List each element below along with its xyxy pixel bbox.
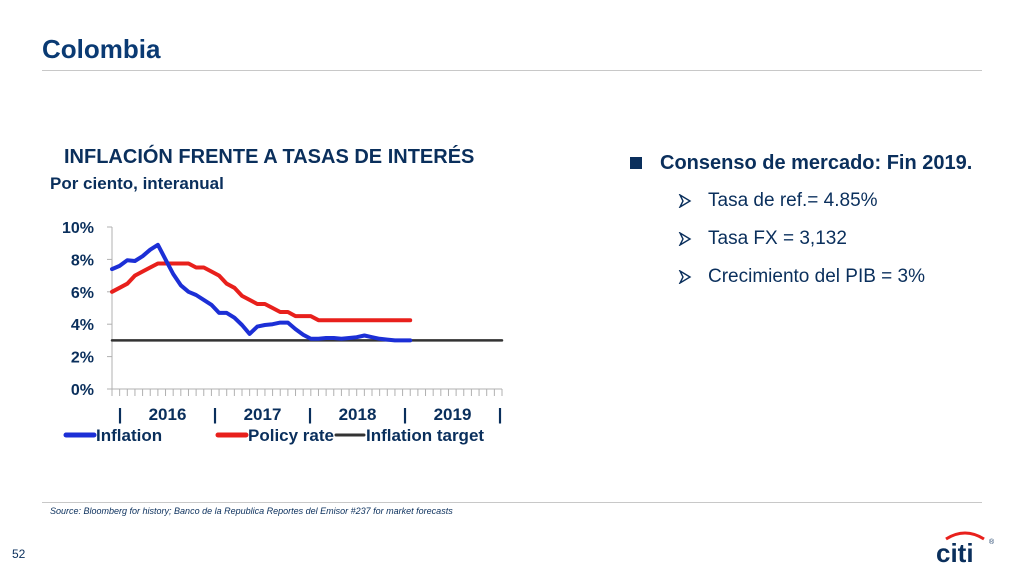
arrow-bullet-icon [678,232,692,246]
y-axis: 0% 2% 4% 6% 8% 10% [62,220,113,399]
bullet-main: Consenso de mercado: Fin 2019. [628,150,988,176]
square-bullet-icon [630,157,642,169]
x-axis: | 2016 | 2017 | 2018 | 2019 | [111,388,503,424]
y-tick-label: 8% [71,252,94,269]
bullet-item: Tasa de ref.= 4.85% [678,188,988,214]
x-axis-separator: | [308,405,313,424]
line-chart: 0% 2% 4% 6% 8% 10% | 2016 | 2017 | 2018 | 2019 | Infl… [62,220,504,445]
bullet-item: Crecimiento del PIB = 3% [678,264,988,290]
citi-logo: citi ® [936,531,995,566]
legend-label: Inflation [96,426,162,445]
arrow-bullet-icon [678,194,692,208]
page-number: 52 [12,547,26,561]
y-tick-label: 2% [71,350,94,367]
bullet-item-text: Tasa de ref.= 4.85% [708,190,878,211]
citi-logo-text: citi [936,538,974,566]
x-axis-separator: | [118,405,123,424]
chart-title: INFLACIÓN FRENTE A TASAS DE INTERÉS [64,146,475,168]
chart-subtitle: Por ciento, interanual [50,174,224,193]
y-tick-label: 0% [71,382,94,399]
x-axis-year-label: 2018 [339,405,377,424]
x-axis-separator: | [403,405,408,424]
bullet-item-text: Crecimiento del PIB = 3% [708,266,926,287]
legend-label: Inflation target [366,426,484,445]
arrow-bullet-icon [678,270,692,284]
bullet-item: Tasa FX = 3,132 [678,226,988,252]
bullet-main-text: Consenso de mercado: Fin 2019. [660,152,973,174]
series-lines [110,242,504,343]
source-divider [42,502,982,503]
y-tick-label: 4% [71,317,94,334]
series-line-policy-rate [110,261,413,323]
slide-title: Colombia [42,34,161,64]
x-axis-year-label: 2019 [434,405,472,424]
x-axis-separator: | [213,405,218,424]
legend-label: Policy rate [248,426,334,445]
series-line-inflation [110,242,413,343]
citi-logo-registered-mark: ® [989,538,995,546]
y-tick-label: 10% [62,220,94,237]
x-axis-separator: | [498,405,503,424]
x-axis-year-label: 2016 [149,405,187,424]
x-axis-year-label: 2017 [244,405,282,424]
y-tick-label: 6% [71,285,94,302]
source-note: Source: Bloomberg for history; Banco de … [50,506,453,516]
market-consensus-bullets: Consenso de mercado: Fin 2019. Tasa de r… [628,150,988,290]
title-divider [42,70,982,71]
chart-legend: Inflation Policy rate Inflation target [63,426,484,445]
bullet-item-text: Tasa FX = 3,132 [708,228,847,249]
